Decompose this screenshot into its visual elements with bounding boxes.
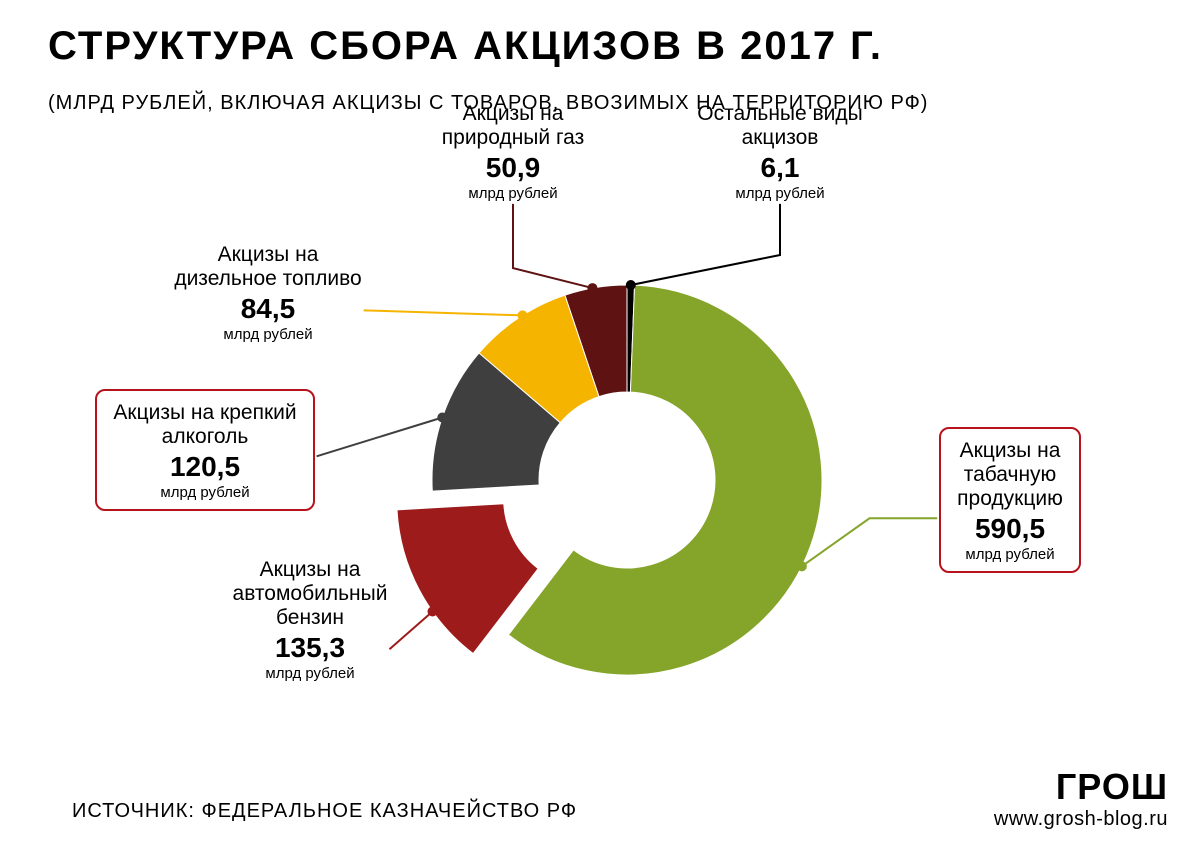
label-title: Акцизы на крепкий алкоголь bbox=[113, 401, 296, 449]
brand-block: ГРОШ www.grosh-blog.ru bbox=[994, 766, 1168, 831]
label-unit: млрд рублей bbox=[697, 185, 863, 202]
label-unit: млрд рублей bbox=[233, 665, 388, 682]
label-value: 120,5 bbox=[113, 451, 296, 483]
label-title: Акцизы на табачную продукцию bbox=[957, 439, 1063, 511]
label-spirits: Акцизы на крепкий алкоголь120,5млрд рубл… bbox=[95, 389, 314, 511]
leader-dot-gas bbox=[587, 283, 597, 293]
leader-dot-spirits bbox=[437, 412, 447, 422]
page: СТРУКТУРА СБОРА АКЦИЗОВ В 2017 Г. (МЛРД … bbox=[0, 0, 1200, 856]
label-unit: млрд рублей bbox=[174, 326, 361, 343]
leader-spirits bbox=[317, 417, 443, 456]
label-diesel: Акцизы на дизельное топливо84,5млрд рубл… bbox=[174, 243, 361, 343]
label-value: 50,9 bbox=[442, 152, 584, 184]
label-title: Акцизы на дизельное топливо bbox=[174, 243, 361, 291]
leader-other bbox=[631, 204, 780, 285]
leader-diesel bbox=[364, 310, 523, 315]
label-petrol: Акцизы на автомобильный бензин135,3млрд … bbox=[233, 558, 388, 682]
label-title: Акцизы на природный газ bbox=[442, 102, 584, 150]
leader-petrol bbox=[389, 611, 432, 649]
label-value: 135,3 bbox=[233, 632, 388, 664]
leader-dot-petrol bbox=[428, 606, 438, 616]
label-unit: млрд рублей bbox=[113, 484, 296, 501]
brand-name: ГРОШ bbox=[994, 766, 1168, 808]
label-unit: млрд рублей bbox=[957, 546, 1063, 563]
label-tobacco: Акцизы на табачную продукцию590,5млрд ру… bbox=[939, 427, 1081, 573]
leader-dot-tobacco bbox=[797, 561, 807, 571]
label-value: 84,5 bbox=[174, 293, 361, 325]
label-title: Остальные виды акцизов bbox=[697, 102, 863, 150]
label-value: 6,1 bbox=[697, 152, 863, 184]
label-unit: млрд рублей bbox=[442, 185, 584, 202]
source-line: ИСТОЧНИК: ФЕДЕРАЛЬНОЕ КАЗНАЧЕЙСТВО РФ bbox=[72, 800, 577, 823]
leader-tobacco bbox=[802, 518, 937, 566]
label-value: 590,5 bbox=[957, 513, 1063, 545]
label-title: Акцизы на автомобильный бензин bbox=[233, 558, 388, 630]
label-other: Остальные виды акцизов6,1млрд рублей bbox=[697, 102, 863, 202]
donut-chart: Остальные виды акцизов6,1млрд рублейАкци… bbox=[0, 0, 1200, 856]
label-gas: Акцизы на природный газ50,9млрд рублей bbox=[442, 102, 584, 202]
leader-dot-other bbox=[626, 280, 636, 290]
leader-gas bbox=[513, 204, 592, 288]
leader-dot-diesel bbox=[517, 310, 527, 320]
brand-url: www.grosh-blog.ru bbox=[994, 808, 1168, 831]
